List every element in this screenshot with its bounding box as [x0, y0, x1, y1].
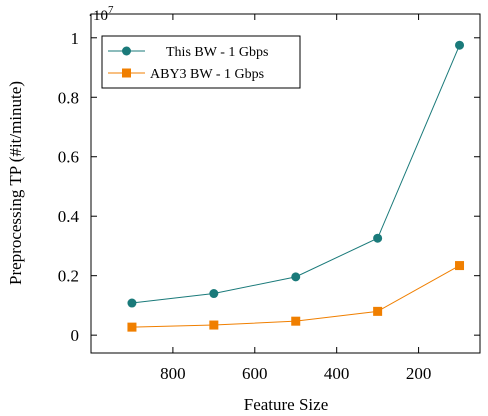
y-axis-title: Preprocessing TP (#it/minute)	[6, 81, 25, 285]
y-multiplier-exponent: 7	[108, 4, 114, 16]
y-tick-label: 0.2	[58, 267, 79, 286]
data-point	[127, 322, 137, 332]
x-tick-label: 800	[160, 364, 186, 383]
data-point	[209, 320, 219, 330]
y-tick-label: 0.4	[58, 207, 80, 226]
x-tick-label: 400	[324, 364, 350, 383]
legend: This BW - 1 Gbps ABY3 BW - 1 Gbps	[101, 35, 301, 89]
x-tick-label: 600	[242, 364, 268, 383]
y-multiplier-label: ·107	[88, 4, 114, 24]
data-point	[291, 316, 301, 326]
legend-label-1: ABY3 BW - 1 Gbps	[150, 67, 264, 82]
y-tick-label: 0.8	[58, 88, 79, 107]
data-point	[455, 261, 465, 271]
data-point	[127, 298, 137, 308]
plot-frame	[90, 13, 481, 354]
y-tick-label: 0.6	[58, 148, 79, 167]
data-point	[291, 272, 301, 282]
y-tick-label: 0	[71, 326, 80, 345]
legend-label-0: This BW - 1 Gbps	[166, 45, 268, 60]
legend-marker-1	[122, 68, 131, 78]
x-tick-label: 200	[406, 364, 432, 383]
legend-marker-0	[122, 46, 131, 56]
y-tick-label: 1	[71, 29, 80, 48]
series-layer	[127, 40, 465, 332]
legend-box	[101, 35, 301, 89]
ticks-layer: 800 600 400 200 0 0.2 0.4 0.6 0.8 1	[58, 14, 480, 383]
data-point	[373, 233, 383, 243]
data-point	[455, 40, 465, 50]
x-axis-title: Feature Size	[244, 395, 329, 414]
data-point	[373, 306, 383, 316]
data-point	[209, 289, 219, 299]
